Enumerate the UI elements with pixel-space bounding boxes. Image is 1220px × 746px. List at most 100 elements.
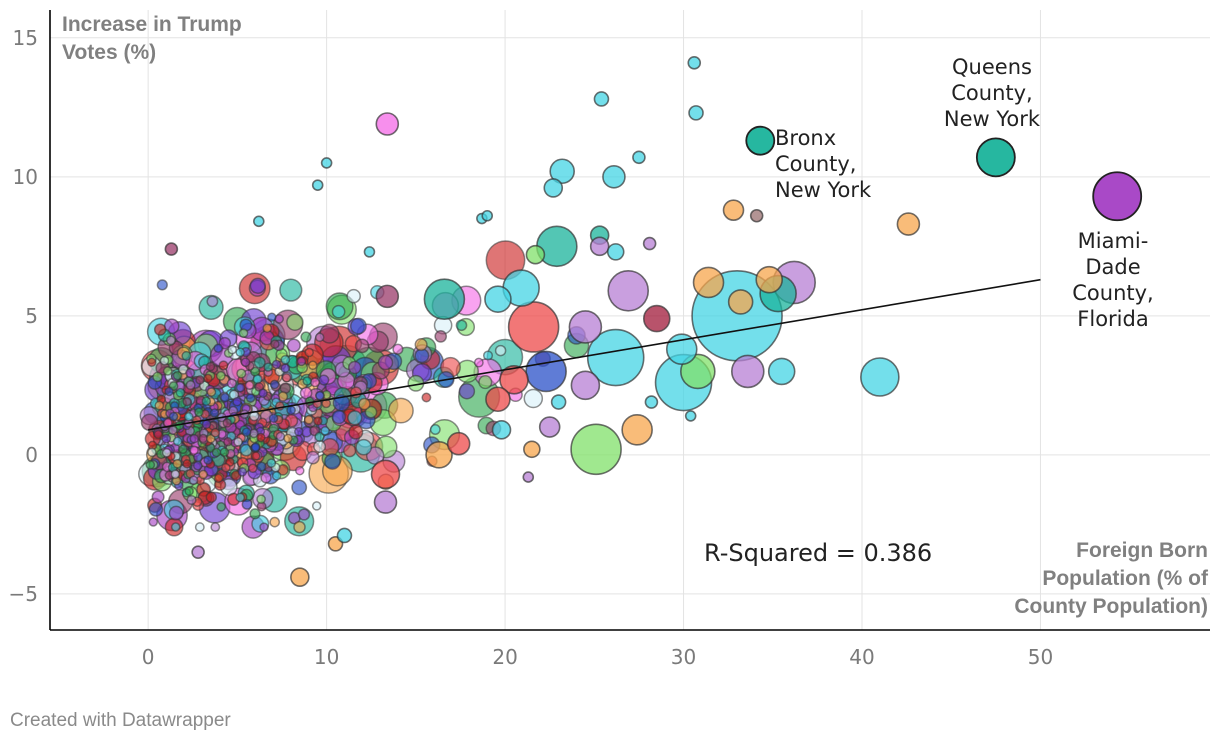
- county-point: [165, 335, 176, 346]
- county-point: [458, 382, 476, 400]
- county-point: [525, 350, 567, 393]
- county-point: [347, 410, 363, 426]
- county-point: [235, 347, 245, 358]
- county-point: [184, 486, 194, 496]
- county-point: [235, 492, 246, 503]
- county-point: [331, 304, 346, 319]
- point-label: New York: [944, 107, 1041, 131]
- county-point: [755, 265, 784, 294]
- county-point: [896, 212, 921, 236]
- highlighted-county-point: [745, 125, 776, 156]
- county-point: [375, 112, 400, 136]
- county-point: [219, 447, 230, 457]
- county-point: [730, 354, 765, 389]
- county-point: [644, 395, 659, 409]
- county-point: [296, 356, 307, 367]
- county-point: [252, 215, 265, 228]
- county-point: [570, 370, 601, 401]
- county-point: [164, 242, 179, 256]
- y-axis-title: Increase in Trump Votes (%): [62, 13, 242, 64]
- county-point: [152, 371, 163, 383]
- county-point: [336, 527, 353, 544]
- county-point: [310, 377, 320, 388]
- county-point: [153, 429, 163, 440]
- county-point: [236, 368, 247, 379]
- county-point: [172, 370, 183, 381]
- county-point: [549, 158, 575, 185]
- county-point: [210, 522, 221, 533]
- county-point: [568, 310, 603, 344]
- county-point: [162, 366, 173, 376]
- county-point: [183, 411, 194, 422]
- county-point: [642, 236, 657, 251]
- county-point: [161, 447, 172, 458]
- county-point: [205, 361, 216, 372]
- point-label: County,: [1072, 281, 1153, 305]
- county-point: [602, 165, 626, 189]
- county-point: [145, 460, 156, 470]
- county-point: [249, 508, 261, 520]
- county-point: [260, 472, 272, 484]
- county-point: [248, 463, 258, 474]
- point-label: Bronx: [775, 126, 836, 150]
- point-label: County,: [951, 81, 1032, 105]
- county-point: [364, 405, 378, 419]
- county-point: [283, 433, 293, 444]
- county-point: [860, 357, 900, 397]
- county-point: [593, 91, 610, 107]
- point-label: New York: [775, 178, 872, 202]
- county-point: [304, 347, 314, 358]
- county-point: [191, 545, 205, 559]
- county-point: [238, 328, 249, 338]
- county-point: [245, 393, 256, 403]
- county-point: [293, 520, 306, 534]
- county-point: [722, 199, 745, 221]
- county-point: [211, 447, 222, 458]
- county-point: [355, 438, 373, 456]
- county-point: [314, 431, 325, 442]
- county-point: [414, 338, 428, 352]
- county-point: [538, 416, 561, 438]
- county-point: [178, 444, 188, 455]
- county-point: [256, 461, 267, 472]
- county-point: [213, 473, 224, 483]
- county-point: [263, 362, 273, 372]
- county-point: [269, 379, 280, 390]
- county-point: [241, 427, 252, 437]
- county-point: [267, 312, 277, 322]
- county-point: [370, 459, 401, 490]
- county-point: [168, 505, 184, 521]
- county-point: [253, 356, 266, 369]
- county-point: [315, 390, 325, 401]
- county-point: [522, 471, 535, 483]
- county-point: [286, 313, 304, 331]
- county-point: [151, 490, 165, 504]
- county-point: [314, 332, 325, 343]
- x-tick-label: 20: [492, 645, 517, 669]
- y-tick-label: −5: [9, 582, 38, 606]
- county-point: [692, 266, 725, 299]
- y-tick-label: 5: [25, 304, 38, 328]
- county-point: [256, 494, 266, 505]
- point-label: Florida: [1077, 307, 1148, 331]
- county-point: [297, 508, 311, 521]
- county-point: [308, 360, 318, 371]
- county-point: [170, 469, 181, 479]
- county-point: [294, 426, 304, 437]
- county-point: [240, 357, 251, 367]
- county-point: [687, 56, 702, 70]
- county-point: [767, 357, 796, 386]
- county-point: [262, 323, 272, 333]
- county-point: [220, 392, 230, 403]
- county-point: [290, 567, 310, 587]
- county-point: [218, 360, 229, 371]
- county-point: [481, 209, 494, 222]
- county-point: [320, 157, 333, 169]
- county-point: [606, 243, 625, 261]
- county-point: [491, 420, 512, 440]
- county-point: [154, 400, 165, 411]
- county-point: [642, 304, 671, 333]
- county-point: [346, 288, 361, 304]
- highlighted-county-point: [975, 137, 1016, 178]
